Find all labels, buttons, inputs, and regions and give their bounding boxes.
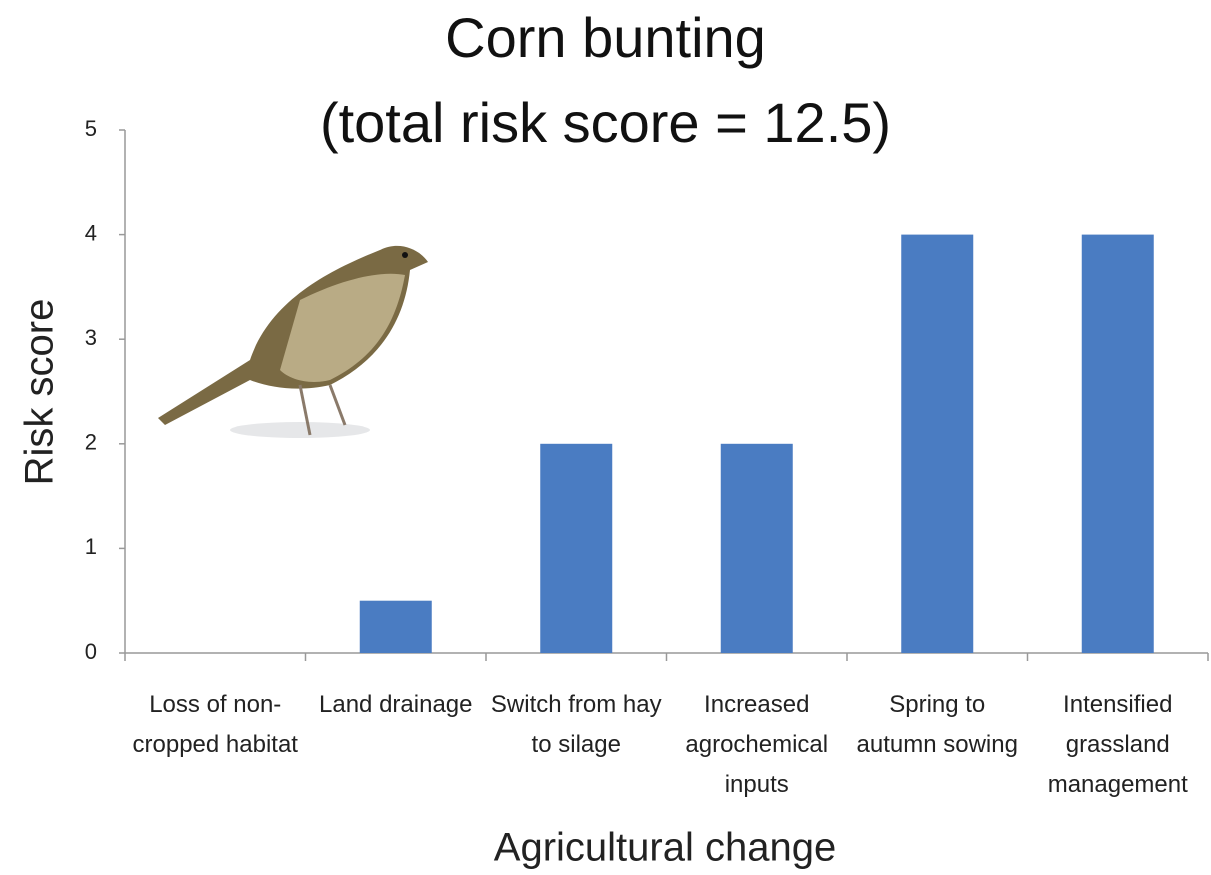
y-axis-label: Risk score: [18, 299, 62, 486]
y-tick-label: 3: [85, 325, 97, 350]
x-tick-label: Land drainage: [308, 685, 484, 725]
x-tick-label: Switch from hay to silage: [488, 685, 664, 765]
bar: [721, 444, 793, 653]
chart-title: Corn bunting: [0, 5, 1211, 70]
chart: 012345Agricultural changeRisk score Corn…: [0, 0, 1211, 875]
x-tick-label: Spring to autumn sowing: [849, 685, 1025, 765]
x-axis-label: Agricultural change: [494, 826, 836, 870]
bar: [901, 235, 973, 653]
y-tick-label: 4: [85, 220, 97, 245]
bar: [540, 444, 612, 653]
x-tick-label: Loss of non-cropped habitat: [127, 685, 303, 765]
x-tick-label: Increased agrochemical inputs: [669, 685, 845, 805]
y-tick-label: 1: [85, 534, 97, 559]
x-tick-label: Intensified grassland management: [1030, 685, 1206, 805]
bar: [1082, 235, 1154, 653]
y-tick-label: 2: [85, 430, 97, 455]
chart-subtitle: (total risk score = 12.5): [0, 90, 1211, 155]
y-tick-label: 0: [85, 639, 97, 664]
bird-illustration: [158, 246, 428, 438]
bar: [360, 601, 432, 653]
